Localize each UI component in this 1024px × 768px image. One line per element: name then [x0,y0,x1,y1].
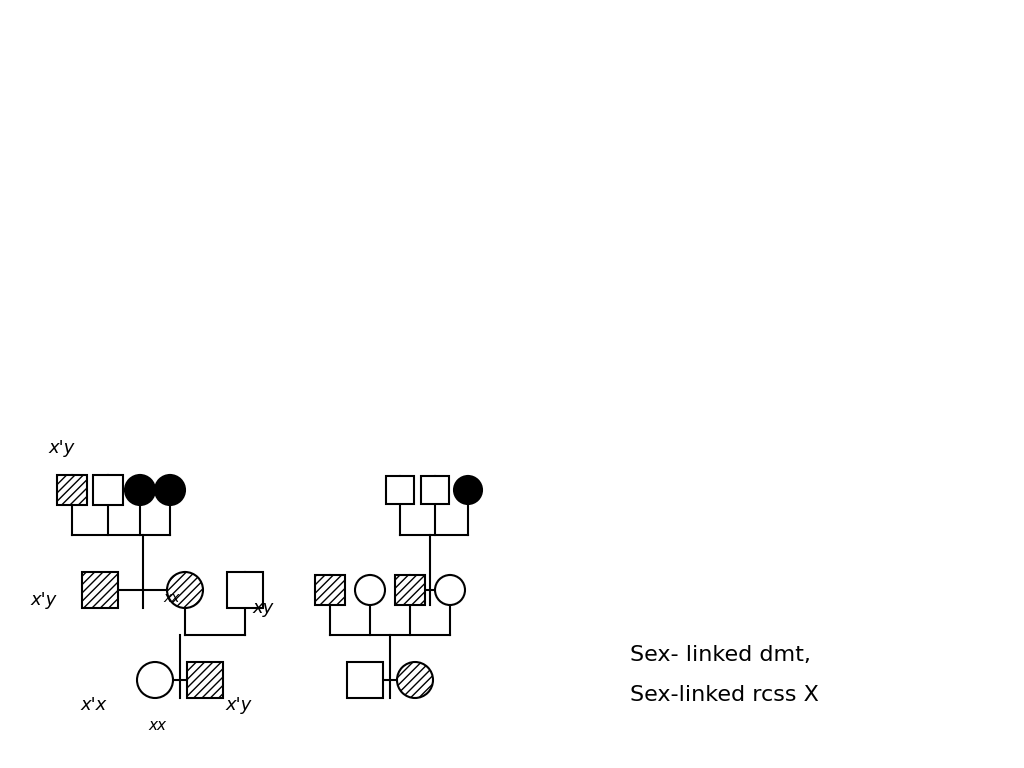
Text: x'y: x'y [48,439,75,457]
Text: Sex-linked rcss X: Sex-linked rcss X [630,685,819,705]
Bar [395,575,425,605]
Ellipse shape [155,475,185,505]
Ellipse shape [397,662,433,698]
Ellipse shape [435,575,465,605]
Ellipse shape [125,475,155,505]
Bar [315,575,345,605]
Text: xy: xy [252,599,273,617]
Bar [227,572,263,608]
Text: xx: xx [148,717,166,733]
Text: x'x: x'x [80,696,106,714]
Bar [82,572,118,608]
Text: x'y: x'y [225,696,251,714]
Bar [386,476,414,504]
Bar [93,475,123,505]
Text: xx: xx [163,591,179,605]
Ellipse shape [167,572,203,608]
Bar [57,475,87,505]
Bar [347,662,383,698]
Ellipse shape [137,662,173,698]
Text: x'y: x'y [30,591,56,609]
Bar [187,662,223,698]
Ellipse shape [454,476,482,504]
Bar [421,476,449,504]
Ellipse shape [355,575,385,605]
Text: Sex- linked dmt,: Sex- linked dmt, [630,645,811,665]
